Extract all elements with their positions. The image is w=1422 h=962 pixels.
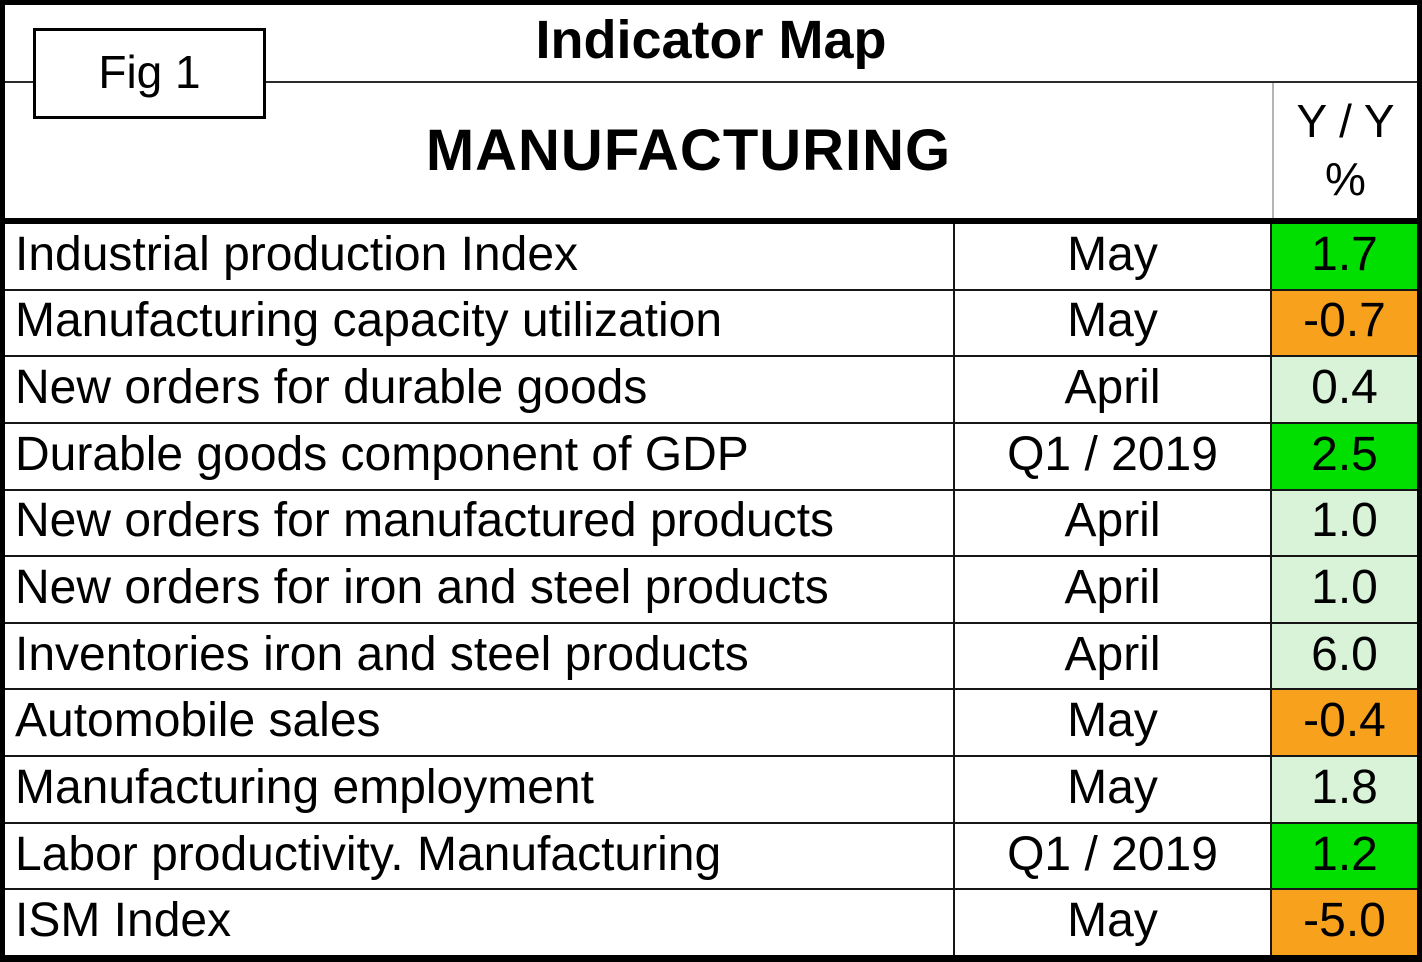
yy-value-cell: -5.0 — [1272, 890, 1417, 956]
period-cell: April — [955, 557, 1272, 622]
indicator-name: Manufacturing capacity utilization — [5, 290, 955, 356]
fig-label-box: Fig 1 — [33, 28, 266, 119]
table-body: Industrial production Index May 1.7 Manufac… — [5, 224, 1417, 956]
title-row: Indicator Map — [5, 5, 1417, 83]
table-row: New orders for manufactured products Apri… — [5, 490, 1417, 558]
period-cell: Q1 / 2019 — [955, 423, 1272, 489]
section-title: MANUFACTURING — [425, 118, 952, 183]
period-cell: May — [955, 690, 1272, 756]
indicator-name: Manufacturing employment — [5, 757, 955, 822]
period-cell: May — [955, 757, 1272, 822]
period-cell: May — [955, 224, 1272, 289]
indicator-name: New orders for manufactured products — [5, 490, 955, 556]
yy-value-cell: 6.0 — [1272, 623, 1417, 689]
table-row: Automobile sales May -0.4 — [5, 690, 1417, 758]
indicator-name: Automobile sales — [5, 690, 955, 756]
indicator-name: Labor productivity. Manufacturing — [5, 823, 955, 889]
table-row: Manufacturing capacity utilization May -0.… — [5, 290, 1417, 358]
section-header-row: MANUFACTURING Y / Y % — [5, 83, 1417, 224]
section-header-cell: MANUFACTURING — [5, 83, 1272, 218]
yy-value-cell: 1.0 — [1272, 490, 1417, 556]
period-cell: May — [955, 290, 1272, 356]
yy-value-cell: 0.4 — [1272, 357, 1417, 422]
table-row: Manufacturing employment May 1.8 — [5, 757, 1417, 824]
table-row: Durable goods component of GDP Q1 / 2019 2… — [5, 423, 1417, 491]
fig-label: Fig 1 — [98, 45, 201, 98]
indicator-name: Industrial production Index — [5, 224, 955, 289]
value-column-header-line1: Y / Y — [1296, 95, 1395, 147]
page-title: Indicator Map — [535, 10, 887, 70]
period-cell: April — [955, 623, 1272, 689]
table-row: Inventories iron and steel products April… — [5, 623, 1417, 691]
value-column-header-line2: % — [1325, 152, 1366, 205]
indicator-name: Durable goods component of GDP — [5, 423, 955, 489]
indicator-name: New orders for durable goods — [5, 357, 955, 422]
yy-value-cell: -0.4 — [1272, 690, 1417, 756]
period-cell: Q1 / 2019 — [955, 823, 1272, 889]
value-column-header: Y / Y % — [1272, 83, 1417, 218]
yy-value-cell: -0.7 — [1272, 290, 1417, 356]
period-cell: April — [955, 357, 1272, 422]
indicator-name: ISM Index — [5, 890, 955, 956]
table-row: ISM Index May -5.0 — [5, 890, 1417, 956]
table-row: Industrial production Index May 1.7 — [5, 224, 1417, 291]
yy-value-cell: 1.0 — [1272, 557, 1417, 622]
table-row: New orders for durable goods April 0.4 — [5, 357, 1417, 424]
period-cell: May — [955, 890, 1272, 956]
yy-value-cell: 2.5 — [1272, 423, 1417, 489]
table-row: Labor productivity. Manufacturing Q1 / 20… — [5, 823, 1417, 891]
period-cell: April — [955, 490, 1272, 556]
yy-value-cell: 1.7 — [1272, 224, 1417, 289]
indicator-name: Inventories iron and steel products — [5, 623, 955, 689]
yy-value-cell: 1.2 — [1272, 823, 1417, 889]
table-row: New orders for iron and steel products Ap… — [5, 557, 1417, 624]
indicator-name: New orders for iron and steel products — [5, 557, 955, 622]
yy-value-cell: 1.8 — [1272, 757, 1417, 822]
